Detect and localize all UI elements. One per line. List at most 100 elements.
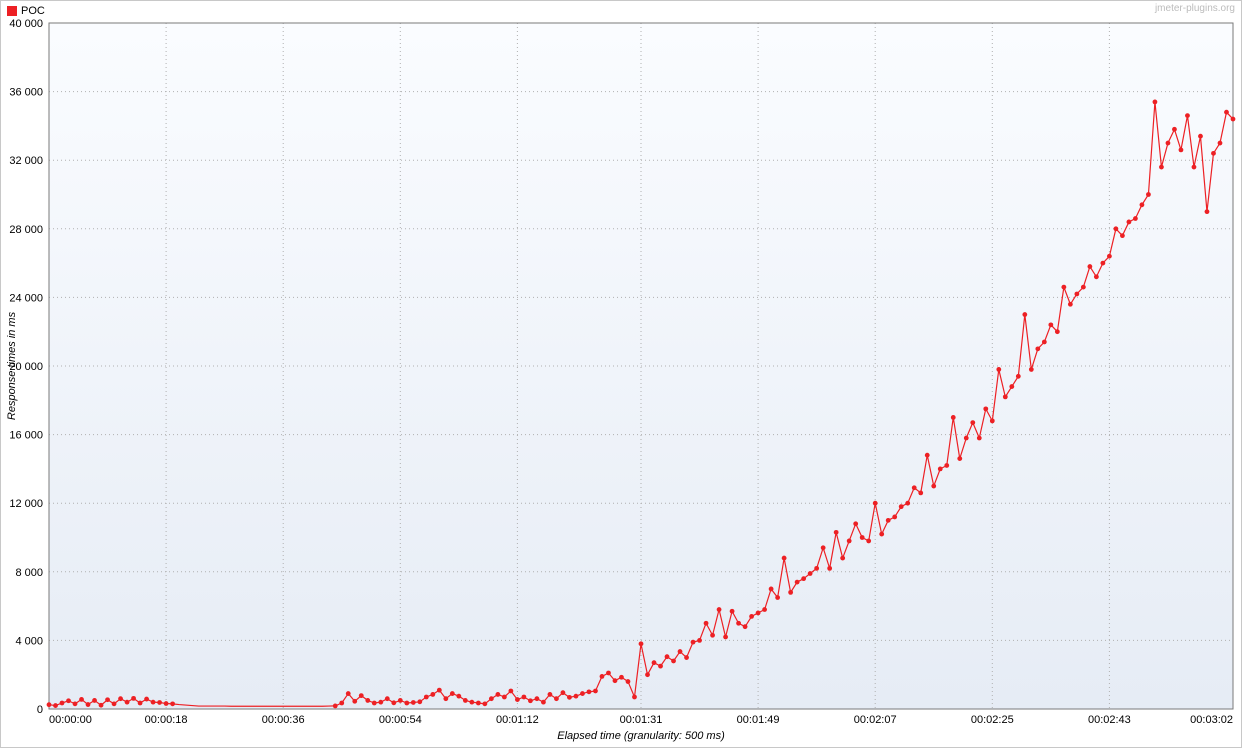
series-marker-poc	[665, 654, 670, 659]
series-marker-poc	[339, 701, 344, 706]
series-marker-poc	[619, 675, 624, 680]
series-marker-poc	[476, 701, 481, 706]
series-marker-poc	[990, 418, 995, 423]
series-marker-poc	[1114, 226, 1119, 231]
series-marker-poc	[443, 696, 448, 701]
series-marker-poc	[404, 701, 409, 706]
series-marker-poc	[801, 576, 806, 581]
series-marker-poc	[626, 679, 631, 684]
series-marker-poc	[125, 700, 130, 705]
series-marker-poc	[417, 699, 422, 704]
series-marker-poc	[769, 587, 774, 592]
series-marker-poc	[398, 698, 403, 703]
series-marker-poc	[424, 695, 429, 700]
series-marker-poc	[886, 518, 891, 523]
series-marker-poc	[1087, 264, 1092, 269]
y-tick-label: 4 000	[15, 635, 43, 647]
x-tick-label: 00:01:12	[496, 714, 539, 726]
x-tick-label: 00:00:36	[262, 714, 305, 726]
series-marker-poc	[1218, 141, 1223, 146]
y-tick-label: 12 000	[9, 498, 43, 510]
series-marker-poc	[151, 700, 156, 705]
series-marker-poc	[1198, 134, 1203, 139]
series-marker-poc	[697, 638, 702, 643]
series-marker-poc	[1166, 141, 1171, 146]
series-marker-poc	[853, 521, 858, 526]
series-marker-poc	[1224, 110, 1229, 115]
series-marker-poc	[170, 701, 175, 706]
series-marker-poc	[1042, 340, 1047, 345]
series-marker-poc	[808, 571, 813, 576]
series-marker-poc	[372, 701, 377, 706]
series-marker-poc	[684, 655, 689, 660]
series-marker-poc	[1048, 322, 1053, 327]
series-marker-poc	[1185, 113, 1190, 118]
series-marker-poc	[1068, 302, 1073, 307]
series-marker-poc	[957, 456, 962, 461]
chart-container: POC jmeter-plugins.org 04 0008 00012 000…	[0, 0, 1242, 748]
series-marker-poc	[905, 501, 910, 506]
series-marker-poc	[658, 664, 663, 669]
series-marker-poc	[788, 590, 793, 595]
x-tick-label: 00:00:18	[145, 714, 188, 726]
series-marker-poc	[938, 467, 943, 472]
series-marker-poc	[983, 406, 988, 411]
y-tick-label: 24 000	[9, 292, 43, 304]
series-marker-poc	[1100, 261, 1105, 266]
x-tick-label: 00:02:07	[854, 714, 897, 726]
series-marker-poc	[834, 530, 839, 535]
series-marker-poc	[743, 624, 748, 629]
series-marker-poc	[795, 580, 800, 585]
x-tick-label: 00:00:54	[379, 714, 422, 726]
series-marker-poc	[1153, 99, 1158, 104]
series-marker-poc	[1029, 367, 1034, 372]
series-marker-poc	[710, 633, 715, 638]
series-marker-poc	[931, 484, 936, 489]
series-marker-poc	[899, 504, 904, 509]
legend-swatch-poc	[7, 6, 17, 16]
series-marker-poc	[749, 614, 754, 619]
y-tick-label: 36 000	[9, 87, 43, 99]
series-marker-poc	[762, 607, 767, 612]
series-marker-poc	[1074, 292, 1079, 297]
series-marker-poc	[977, 436, 982, 441]
series-marker-poc	[652, 660, 657, 665]
series-marker-poc	[60, 701, 65, 706]
series-marker-poc	[970, 420, 975, 425]
series-marker-poc	[996, 367, 1001, 372]
series-marker-poc	[346, 691, 351, 696]
series-marker-poc	[450, 691, 455, 696]
x-tick-label: 00:02:25	[971, 714, 1014, 726]
series-marker-poc	[574, 694, 579, 699]
series-marker-poc	[378, 700, 383, 705]
series-marker-poc	[561, 690, 566, 695]
series-marker-poc	[548, 692, 553, 697]
y-tick-label: 28 000	[9, 224, 43, 236]
series-marker-poc	[489, 696, 494, 701]
series-marker-poc	[105, 697, 110, 702]
series-marker-poc	[522, 695, 527, 700]
series-marker-poc	[495, 692, 500, 697]
y-tick-label: 8 000	[15, 567, 43, 579]
series-marker-poc	[1205, 209, 1210, 214]
series-marker-poc	[359, 693, 364, 698]
series-marker-poc	[587, 689, 592, 694]
series-marker-poc	[437, 688, 442, 693]
series-marker-poc	[1172, 127, 1177, 132]
series-marker-poc	[53, 703, 58, 708]
x-tick-label: 00:03:02	[1190, 714, 1233, 726]
series-marker-poc	[606, 671, 611, 676]
series-marker-poc	[1133, 216, 1138, 221]
x-tick-label: 00:01:31	[620, 714, 663, 726]
series-marker-poc	[1179, 148, 1184, 153]
series-marker-poc	[73, 701, 78, 706]
series-marker-poc	[730, 609, 735, 614]
series-marker-poc	[1016, 374, 1021, 379]
series-marker-poc	[164, 701, 169, 706]
series-marker-poc	[756, 611, 761, 616]
series-marker-poc	[1061, 285, 1066, 290]
series-marker-poc	[717, 607, 722, 612]
series-marker-poc	[1127, 220, 1132, 225]
series-marker-poc	[580, 691, 585, 696]
series-marker-poc	[1009, 384, 1014, 389]
